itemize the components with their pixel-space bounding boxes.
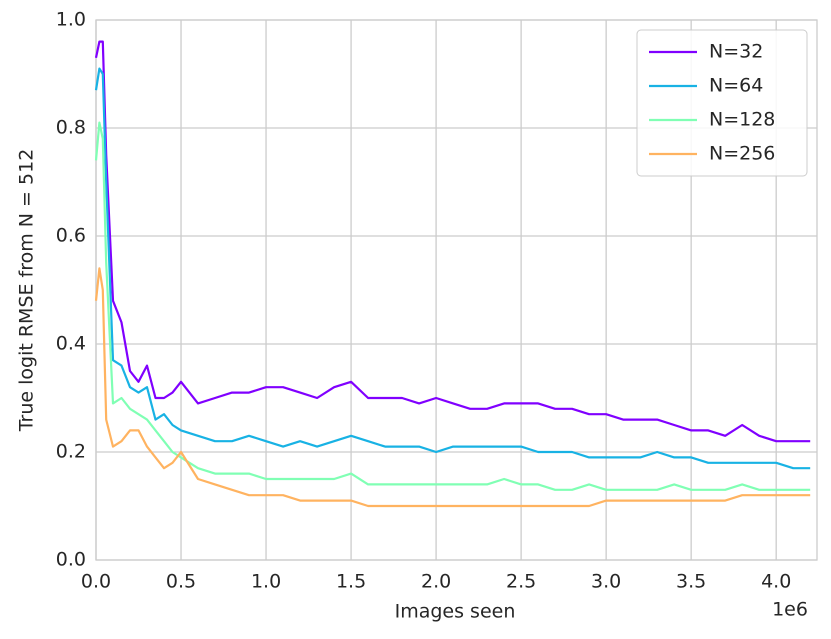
series-line (94, 121, 811, 491)
x-tick-label: 2.0 (421, 571, 451, 593)
y-tick-label: 0.0 (56, 549, 86, 571)
plot-frame (95, 19, 818, 561)
x-tick-label: 2.5 (506, 571, 536, 593)
x-offset-label: 1e6 (772, 599, 808, 621)
series-line (94, 267, 811, 508)
y-tick-label: 1.0 (56, 9, 86, 31)
legend-label: N=256 (709, 143, 775, 165)
y-tick-label: 0.6 (56, 225, 86, 247)
x-tick-label: 4.0 (761, 571, 791, 593)
legend-box (636, 29, 808, 177)
legend-label: N=64 (709, 75, 763, 97)
series-line (94, 40, 811, 443)
legend-label: N=128 (709, 109, 775, 131)
y-tick-label: 0.4 (56, 333, 86, 355)
y-tick-label: 0.2 (56, 441, 86, 463)
x-axis-label: Images seen (395, 601, 516, 623)
x-tick-label: 1.5 (336, 571, 366, 593)
y-tick-label: 0.8 (56, 117, 86, 139)
series-line (94, 67, 811, 470)
x-tick-label: 0.0 (81, 571, 111, 593)
x-tick-label: 1.0 (251, 571, 281, 593)
x-tick-label: 3.0 (591, 571, 621, 593)
y-axis-label: True logit RMSE from N = 512 (16, 149, 38, 433)
x-tick-label: 3.5 (676, 571, 706, 593)
legend-label: N=32 (709, 41, 763, 63)
x-tick-label: 0.5 (166, 571, 196, 593)
